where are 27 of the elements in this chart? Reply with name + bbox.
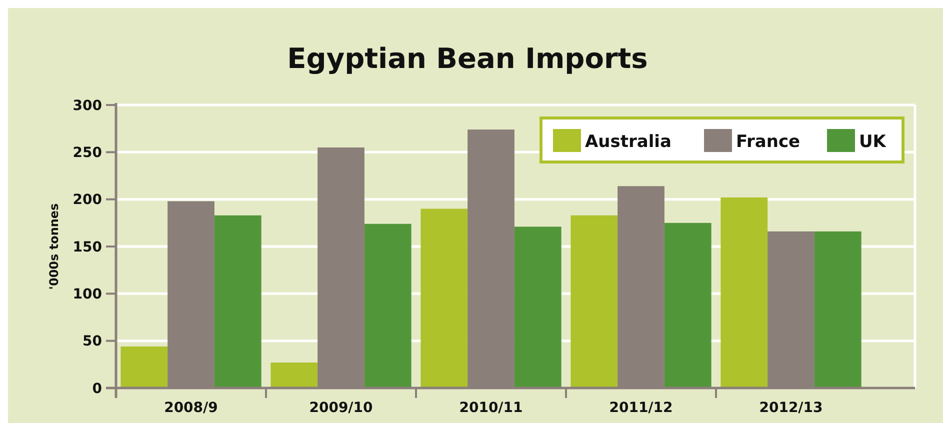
- x-tick-label: 2012/13: [759, 400, 823, 416]
- bar: [120, 346, 168, 388]
- bar: [570, 215, 618, 388]
- bar: [664, 222, 712, 388]
- y-tick-label: 50: [82, 334, 102, 350]
- x-tick-label: 2008/9: [164, 400, 218, 416]
- x-tick-label: 2011/12: [609, 400, 673, 416]
- y-tick-label: 250: [72, 145, 102, 162]
- bar: [720, 197, 768, 388]
- bar: [270, 362, 318, 388]
- bar: [420, 208, 468, 388]
- y-tick-label: 150: [72, 239, 102, 256]
- x-tick-label: 2010/11: [459, 400, 523, 416]
- bar: [364, 224, 412, 388]
- legend-label: UK: [859, 132, 887, 152]
- y-axis-title: '000s tonnes: [47, 203, 61, 290]
- x-tick-label: 2009/10: [309, 400, 374, 416]
- y-tick-label: 300: [72, 98, 102, 114]
- bar: [214, 215, 262, 388]
- y-tick-label: 200: [72, 192, 102, 208]
- bar: [814, 231, 862, 388]
- y-tick-label: 0: [92, 380, 102, 397]
- legend-label: Australia: [585, 132, 672, 152]
- legend-label: France: [736, 132, 800, 152]
- chart-title: Egyptian Bean Imports: [287, 42, 648, 75]
- y-tick-label: 100: [72, 286, 102, 303]
- bar: [514, 226, 562, 388]
